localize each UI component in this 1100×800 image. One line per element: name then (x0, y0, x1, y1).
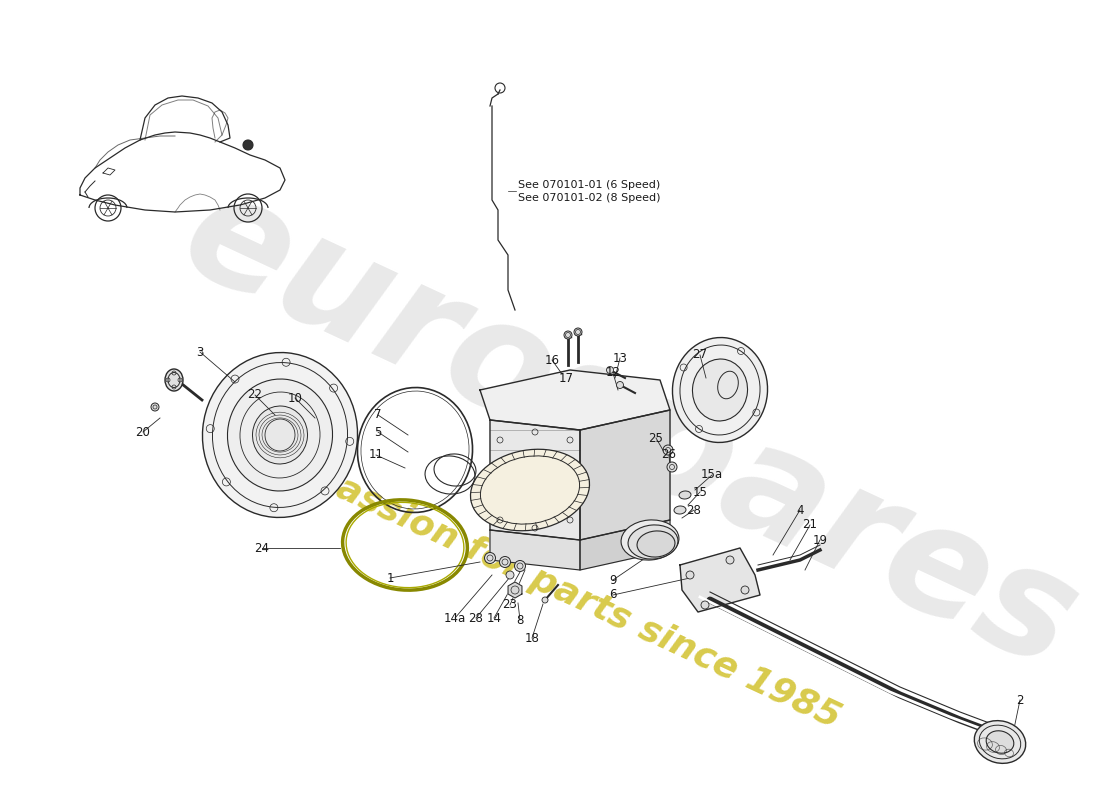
Text: 22: 22 (248, 389, 263, 402)
Text: 8: 8 (516, 614, 524, 626)
Ellipse shape (471, 450, 590, 530)
Polygon shape (508, 582, 521, 598)
Text: a passion for parts since 1985: a passion for parts since 1985 (274, 445, 846, 735)
Circle shape (686, 571, 694, 579)
Polygon shape (490, 420, 580, 540)
Circle shape (499, 557, 510, 567)
Text: 21: 21 (803, 518, 817, 531)
Text: eurospares: eurospares (161, 158, 1099, 702)
Text: 27: 27 (693, 349, 707, 362)
Text: 2: 2 (1016, 694, 1024, 706)
Text: 14a: 14a (444, 611, 466, 625)
Ellipse shape (628, 525, 678, 559)
Ellipse shape (693, 359, 748, 421)
Circle shape (243, 140, 253, 150)
Polygon shape (490, 530, 580, 570)
Text: See 070101-01 (6 Speed): See 070101-01 (6 Speed) (518, 180, 660, 190)
Circle shape (564, 331, 572, 339)
Text: 12: 12 (605, 366, 620, 379)
Circle shape (741, 586, 749, 594)
Circle shape (484, 553, 495, 563)
Text: 18: 18 (525, 631, 539, 645)
Text: 3: 3 (196, 346, 204, 358)
Text: 11: 11 (368, 449, 384, 462)
Text: 17: 17 (559, 371, 573, 385)
Text: 25: 25 (649, 431, 663, 445)
Text: 1: 1 (386, 571, 394, 585)
Text: 9: 9 (609, 574, 617, 586)
Text: 15a: 15a (701, 469, 723, 482)
Text: 23: 23 (503, 598, 517, 611)
Text: See 070101-02 (8 Speed): See 070101-02 (8 Speed) (518, 193, 660, 203)
Polygon shape (580, 520, 670, 570)
Ellipse shape (674, 506, 686, 514)
Ellipse shape (637, 531, 675, 557)
Ellipse shape (165, 369, 183, 391)
Text: 5: 5 (374, 426, 382, 438)
Circle shape (701, 601, 710, 609)
Polygon shape (480, 370, 670, 430)
Circle shape (663, 445, 673, 455)
Text: 26: 26 (661, 449, 676, 462)
Ellipse shape (202, 353, 358, 518)
Ellipse shape (253, 406, 308, 464)
Polygon shape (580, 410, 670, 540)
Circle shape (574, 328, 582, 336)
Text: 7: 7 (374, 409, 382, 422)
Text: 28: 28 (469, 611, 483, 625)
Ellipse shape (975, 721, 1025, 763)
Text: 4: 4 (796, 503, 804, 517)
Ellipse shape (228, 379, 332, 491)
Text: 28: 28 (686, 503, 702, 517)
Text: 16: 16 (544, 354, 560, 366)
Ellipse shape (987, 730, 1014, 754)
Text: 20: 20 (135, 426, 151, 438)
Text: 10: 10 (287, 391, 303, 405)
Circle shape (515, 561, 526, 571)
Circle shape (542, 597, 548, 603)
Ellipse shape (621, 520, 679, 560)
Text: 14: 14 (486, 611, 502, 625)
Ellipse shape (672, 338, 768, 442)
Text: 13: 13 (613, 351, 627, 365)
Circle shape (616, 382, 624, 389)
Circle shape (606, 366, 614, 374)
Text: 19: 19 (813, 534, 827, 546)
Circle shape (667, 462, 676, 472)
Circle shape (151, 403, 160, 411)
Circle shape (506, 571, 514, 579)
Text: 6: 6 (609, 589, 617, 602)
Text: 15: 15 (693, 486, 707, 498)
Ellipse shape (679, 491, 691, 499)
Text: 24: 24 (254, 542, 270, 554)
Circle shape (726, 556, 734, 564)
Polygon shape (680, 548, 760, 612)
